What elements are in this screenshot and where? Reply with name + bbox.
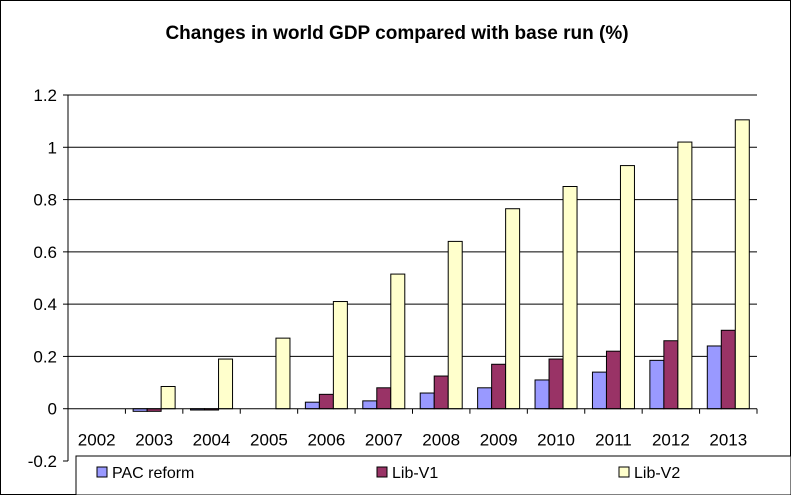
x-tick-label: 2002 bbox=[78, 431, 116, 450]
x-tick-label: 2005 bbox=[250, 431, 288, 450]
bar bbox=[160, 385, 176, 410]
bar bbox=[332, 301, 348, 410]
bar bbox=[605, 350, 621, 410]
bar bbox=[275, 337, 291, 410]
bar bbox=[734, 119, 750, 410]
x-tick-label: 2004 bbox=[193, 431, 231, 450]
legend-swatch bbox=[376, 466, 388, 478]
axes bbox=[63, 94, 758, 462]
bar bbox=[534, 379, 550, 410]
x-tick-label: 2010 bbox=[537, 431, 575, 450]
y-tick-label: -0.2 bbox=[28, 452, 57, 471]
bar bbox=[376, 387, 392, 410]
bar bbox=[218, 358, 234, 410]
chart-title: Changes in world GDP compared with base … bbox=[165, 23, 628, 44]
y-tick-label: 0.6 bbox=[33, 243, 57, 262]
bar bbox=[304, 401, 320, 410]
bar bbox=[562, 186, 578, 410]
bar bbox=[591, 371, 607, 410]
y-tick-label: 0 bbox=[48, 400, 57, 419]
bar bbox=[677, 141, 693, 410]
y-tick-label: 1 bbox=[48, 138, 57, 157]
bar bbox=[505, 208, 521, 410]
bar bbox=[491, 363, 507, 410]
bar bbox=[548, 358, 564, 410]
bar bbox=[447, 240, 463, 410]
x-tick-label: 2007 bbox=[365, 431, 403, 450]
bar bbox=[663, 340, 679, 410]
x-tick-label: 2008 bbox=[422, 431, 460, 450]
legend-box bbox=[75, 455, 791, 495]
legend-label: PAC reform bbox=[112, 465, 194, 482]
x-tick-label: 2011 bbox=[595, 431, 632, 450]
legend-swatch bbox=[618, 466, 630, 478]
x-tick-label: 2003 bbox=[135, 431, 173, 450]
x-tick-label: 2013 bbox=[709, 431, 747, 450]
y-tick-label: 0.4 bbox=[33, 295, 57, 314]
y-axis-ticks: -0.2 0 0.2 0.4 0.6 0.8 1 1.2 bbox=[28, 86, 57, 471]
bar bbox=[362, 400, 378, 410]
y-tick-label: 1.2 bbox=[33, 86, 57, 105]
bar bbox=[419, 392, 435, 410]
y-tick-label: 0.8 bbox=[33, 191, 57, 210]
bar bbox=[477, 387, 493, 410]
bar bbox=[619, 165, 635, 410]
x-tick-label: 2006 bbox=[307, 431, 345, 450]
legend-swatch bbox=[96, 466, 108, 478]
bar bbox=[649, 359, 665, 410]
bar bbox=[706, 345, 722, 410]
bar bbox=[433, 375, 449, 410]
bars bbox=[132, 119, 750, 412]
gridlines bbox=[68, 94, 757, 357]
legend: PAC reform Lib-V1 Lib-V2 bbox=[75, 455, 791, 495]
legend-label: Lib-V1 bbox=[392, 465, 438, 482]
bar bbox=[318, 393, 334, 410]
y-tick-label: 0.2 bbox=[33, 347, 57, 366]
legend-label: Lib-V2 bbox=[634, 465, 680, 482]
bar bbox=[720, 329, 736, 410]
x-tick-label: 2012 bbox=[652, 431, 690, 450]
bar bbox=[390, 273, 406, 410]
x-tick-label: 2009 bbox=[480, 431, 518, 450]
x-axis-ticks: 2002 2003 2004 2005 2006 2007 2008 2009 2010 2011… bbox=[78, 431, 747, 450]
